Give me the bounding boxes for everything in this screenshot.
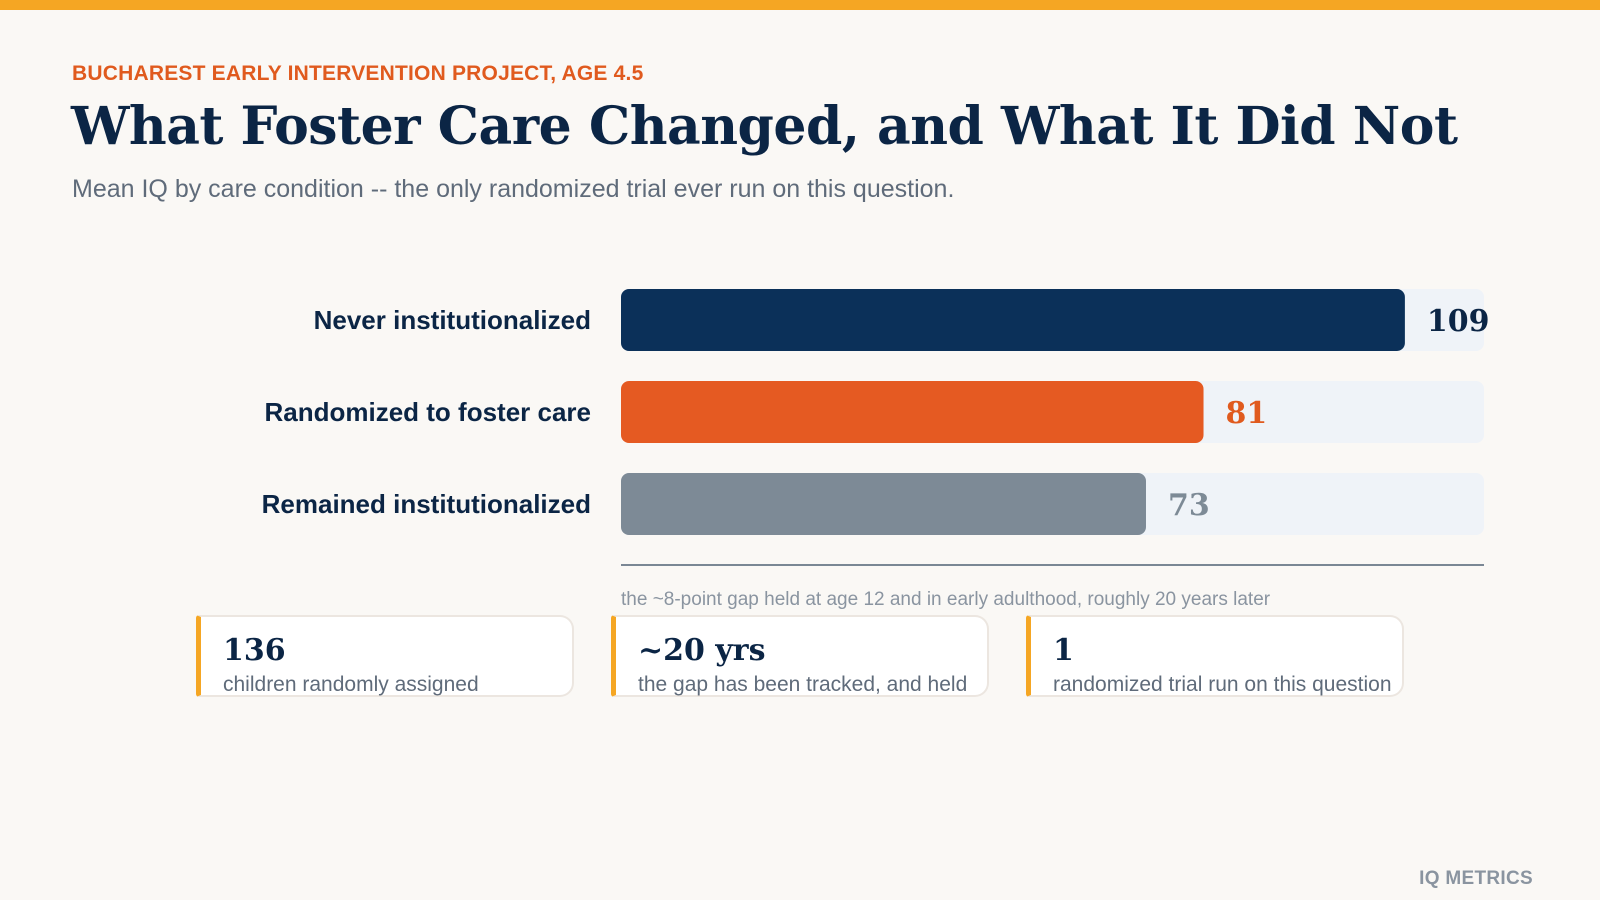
- top-accent-bar: [0, 0, 1600, 10]
- stat-value: 1: [1053, 633, 1074, 668]
- stat-value: 136: [223, 633, 286, 668]
- stat-description: children randomly assigned: [223, 673, 479, 696]
- stat-description: the gap has been tracked, and held: [638, 673, 968, 696]
- page-subtitle: Mean IQ by care condition -- the only ra…: [72, 175, 955, 203]
- value-label: 73: [1168, 488, 1210, 523]
- eyebrow-label: BUCHAREST EARLY INTERVENTION PROJECT, AG…: [72, 62, 644, 85]
- stat-card-children: 136 children randomly assigned: [196, 615, 574, 697]
- stat-value: ~20 yrs: [638, 633, 766, 668]
- bar: [621, 473, 1146, 535]
- bar: [621, 289, 1405, 351]
- brand-footer: IQ METRICS: [1419, 868, 1533, 889]
- category-label: Never institutionalized: [314, 305, 591, 335]
- value-label: 81: [1226, 396, 1268, 431]
- value-label: 109: [1427, 304, 1490, 339]
- category-label: Randomized to foster care: [264, 397, 591, 427]
- chart-footnote: the ~8-point gap held at age 12 and in e…: [621, 589, 1271, 610]
- page-title: What Foster Care Changed, and What It Di…: [71, 96, 1458, 157]
- category-label: Remained institutionalized: [262, 489, 591, 519]
- stat-card-trials: 1 randomized trial run on this question: [1026, 615, 1404, 697]
- stat-description: randomized trial run on this question: [1053, 673, 1392, 696]
- bar: [621, 381, 1204, 443]
- stat-card-years: ~20 yrs the gap has been tracked, and he…: [611, 615, 989, 697]
